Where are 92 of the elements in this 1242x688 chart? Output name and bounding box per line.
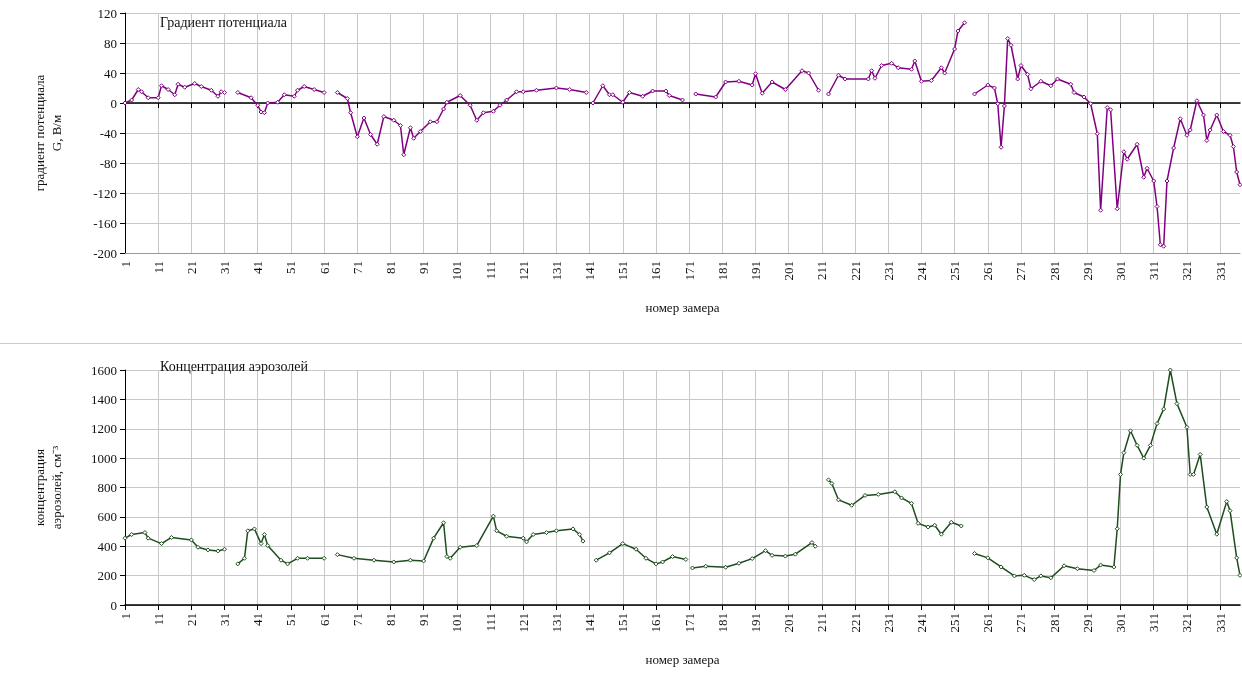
y-axis-title: градиент потенциала G, В/м <box>32 74 64 192</box>
x-tick-label: 311 <box>1146 261 1162 281</box>
x-tick-label: 161 <box>648 261 664 281</box>
y-tick-label: 40 <box>104 65 117 81</box>
x-tick-label: 131 <box>548 261 564 281</box>
y-tick-label: 600 <box>97 509 117 525</box>
x-tick-label: 121 <box>515 613 531 633</box>
x-tick-label: 291 <box>1079 261 1095 281</box>
chart-title: Концентрация аэрозолей <box>160 358 309 374</box>
y-tick-label: -80 <box>99 155 117 171</box>
x-tick-label: 211 <box>814 261 830 281</box>
x-tick-label: 111 <box>482 613 498 632</box>
y-tick-label: 200 <box>97 568 117 584</box>
x-tick-label: 181 <box>714 261 730 281</box>
x-axis-title: номер замера <box>645 652 720 667</box>
y-tick-label: 400 <box>97 538 117 554</box>
x-tick-label: 101 <box>449 613 465 633</box>
x-tick-label: 301 <box>1113 613 1129 633</box>
x-tick-label: 281 <box>1046 613 1062 633</box>
y-tick-label: -120 <box>93 185 117 201</box>
x-tick-label: 41 <box>250 613 266 626</box>
x-tick-label: 271 <box>1013 261 1029 281</box>
x-tick-label: 321 <box>1179 261 1195 281</box>
x-tick-label: 31 <box>217 261 233 274</box>
y-tick-label: 0 <box>110 95 117 111</box>
x-tick-label: 261 <box>980 261 996 281</box>
x-tick-label: 251 <box>947 261 963 281</box>
x-tick-label: 311 <box>1146 613 1162 633</box>
x-tick-label: 141 <box>582 261 598 281</box>
x-tick-label: 91 <box>416 261 432 274</box>
y-tick-label: -200 <box>93 245 117 261</box>
x-tick-label: 71 <box>349 261 365 274</box>
x-tick-label: 51 <box>283 261 299 274</box>
y-tick-label: 1600 <box>91 362 117 378</box>
x-tick-label: 91 <box>416 613 432 626</box>
x-tick-label: 191 <box>748 613 764 633</box>
x-tick-label: 181 <box>714 613 730 633</box>
x-tick-label: 291 <box>1079 613 1095 633</box>
x-tick-label: 81 <box>382 261 398 274</box>
x-tick-label: 201 <box>781 261 797 281</box>
y-tick-label: 1000 <box>91 450 117 466</box>
y-tick-label: -40 <box>99 125 117 141</box>
x-tick-label: 251 <box>947 613 963 633</box>
x-tick-label: 41 <box>250 261 266 274</box>
x-tick-label: 1 <box>117 613 133 620</box>
x-tick-label: 271 <box>1013 613 1029 633</box>
x-tick-label: 151 <box>615 613 631 633</box>
y-tick-label: 0 <box>110 597 117 613</box>
x-tick-label: 121 <box>515 261 531 281</box>
y-tick-label: -160 <box>93 215 117 231</box>
x-tick-label: 141 <box>582 613 598 633</box>
x-tick-label: 191 <box>748 261 764 281</box>
y-axis-title: концентрация аэрозолей, см⁻³ <box>32 445 64 530</box>
x-tick-label: 211 <box>814 613 830 633</box>
x-tick-label: 231 <box>880 261 896 281</box>
x-tick-label: 241 <box>913 613 929 633</box>
x-tick-label: 301 <box>1113 261 1129 281</box>
x-tick-label: 331 <box>1212 261 1228 281</box>
x-tick-label: 61 <box>316 613 332 626</box>
y-tick-label: 80 <box>104 35 117 51</box>
y-tick-label: 1400 <box>91 391 117 407</box>
chart-title: Градиент потенциала <box>160 14 288 30</box>
x-tick-label: 281 <box>1046 261 1062 281</box>
x-tick-label: 241 <box>913 261 929 281</box>
x-tick-label: 101 <box>449 261 465 281</box>
x-tick-label: 131 <box>548 613 564 633</box>
x-tick-label: 31 <box>217 613 233 626</box>
y-tick-label: 120 <box>97 5 117 21</box>
x-tick-label: 171 <box>681 613 697 633</box>
x-tick-label: 151 <box>615 261 631 281</box>
y-tick-label: 1200 <box>91 421 117 437</box>
x-tick-label: 11 <box>150 261 166 274</box>
x-tick-label: 81 <box>382 613 398 626</box>
x-tick-label: 111 <box>482 261 498 280</box>
x-tick-label: 21 <box>183 261 199 274</box>
x-tick-label: 11 <box>150 613 166 626</box>
x-tick-label: 61 <box>316 261 332 274</box>
x-tick-label: 231 <box>880 613 896 633</box>
x-tick-label: 161 <box>648 613 664 633</box>
x-tick-label: 21 <box>183 613 199 626</box>
x-tick-label: 331 <box>1212 613 1228 633</box>
x-tick-label: 221 <box>847 613 863 633</box>
x-tick-label: 1 <box>117 261 133 268</box>
x-tick-label: 221 <box>847 261 863 281</box>
x-tick-label: 71 <box>349 613 365 626</box>
x-tick-label: 201 <box>781 613 797 633</box>
x-axis-title: номер замера <box>645 300 720 315</box>
x-tick-label: 51 <box>283 613 299 626</box>
y-tick-label: 800 <box>97 480 117 495</box>
x-tick-label: 171 <box>681 261 697 281</box>
x-tick-label: 261 <box>980 613 996 633</box>
x-tick-label: 321 <box>1179 613 1195 633</box>
